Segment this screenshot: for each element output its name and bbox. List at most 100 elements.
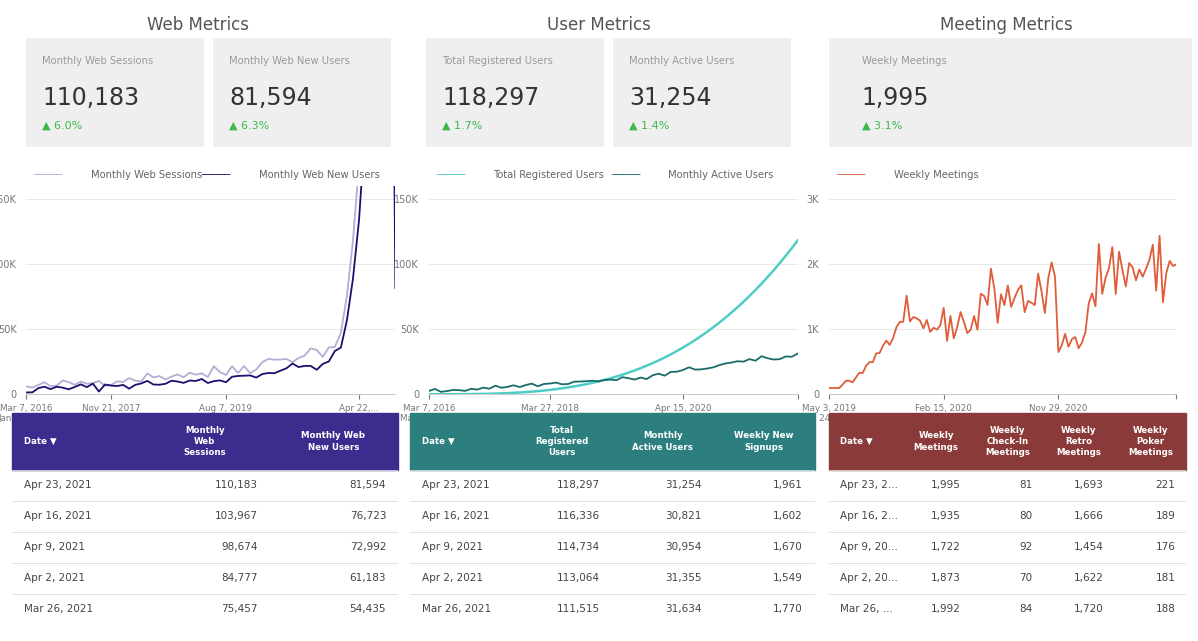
- Text: Monthly
Web
Sessions: Monthly Web Sessions: [183, 426, 226, 457]
- Text: 111,515: 111,515: [557, 604, 600, 615]
- Text: 76,723: 76,723: [350, 511, 386, 521]
- Text: Apr 23, 2...: Apr 23, 2...: [840, 480, 897, 490]
- Text: 30,954: 30,954: [665, 542, 701, 553]
- Text: 181: 181: [1155, 573, 1175, 583]
- Text: 61,183: 61,183: [350, 573, 386, 583]
- Text: Apr 2, 20...: Apr 2, 20...: [840, 573, 897, 583]
- Text: ▲ 6.3%: ▲ 6.3%: [229, 121, 270, 131]
- Text: ─────: ─────: [611, 170, 641, 180]
- Text: 1,693: 1,693: [1075, 480, 1103, 490]
- Text: Web Metrics: Web Metrics: [146, 16, 249, 34]
- Text: 1,622: 1,622: [1075, 573, 1103, 583]
- Text: 1,549: 1,549: [773, 573, 803, 583]
- Text: 113,064: 113,064: [557, 573, 600, 583]
- Text: Monthly Web
New Users: Monthly Web New Users: [302, 431, 365, 451]
- Text: Weekly
Poker
Meetings: Weekly Poker Meetings: [1127, 426, 1173, 457]
- Text: Weekly Meetings: Weekly Meetings: [894, 170, 979, 180]
- Text: 81,594: 81,594: [350, 480, 386, 490]
- Text: ─────: ─────: [201, 170, 231, 180]
- Text: 1,770: 1,770: [773, 604, 803, 615]
- Text: 1,995: 1,995: [861, 87, 930, 110]
- Text: 1,666: 1,666: [1075, 511, 1103, 521]
- Text: ▲ 1.7%: ▲ 1.7%: [442, 121, 483, 131]
- Text: Apr 16, 2...: Apr 16, 2...: [840, 511, 897, 521]
- Text: 72,992: 72,992: [350, 542, 386, 553]
- Text: Weekly
Check-In
Meetings: Weekly Check-In Meetings: [985, 426, 1030, 457]
- Text: 118,297: 118,297: [557, 480, 600, 490]
- Text: ▲ 3.1%: ▲ 3.1%: [861, 121, 902, 131]
- Text: 116,336: 116,336: [557, 511, 600, 521]
- Text: ▲ 1.4%: ▲ 1.4%: [629, 121, 670, 131]
- Bar: [829, 413, 1186, 469]
- Text: 1,995: 1,995: [931, 480, 961, 490]
- Text: 1,992: 1,992: [931, 604, 961, 615]
- Text: Date ▼: Date ▼: [422, 437, 454, 446]
- Text: Mar 26, 2021: Mar 26, 2021: [24, 604, 92, 615]
- Text: Apr 16, 2021: Apr 16, 2021: [422, 511, 490, 521]
- Text: Apr 23, 2021: Apr 23, 2021: [422, 480, 490, 490]
- Text: ─────: ─────: [436, 170, 466, 180]
- Text: Total Registered Users: Total Registered Users: [494, 170, 605, 180]
- Text: ▲ 6.0%: ▲ 6.0%: [42, 121, 83, 131]
- Text: Weekly New
Signups: Weekly New Signups: [734, 431, 794, 451]
- Text: 54,435: 54,435: [350, 604, 386, 615]
- Text: Apr 9, 20...: Apr 9, 20...: [840, 542, 897, 553]
- Bar: [12, 413, 398, 469]
- Text: Apr 23, 2021: Apr 23, 2021: [24, 480, 91, 490]
- Text: Apr 9, 2021: Apr 9, 2021: [422, 542, 483, 553]
- Text: 1,873: 1,873: [931, 573, 961, 583]
- Text: 31,254: 31,254: [629, 87, 712, 110]
- Text: Apr 2, 2021: Apr 2, 2021: [422, 573, 483, 583]
- Text: Monthly Web Sessions: Monthly Web Sessions: [91, 170, 202, 180]
- Text: 98,674: 98,674: [222, 542, 258, 553]
- Text: Monthly Web Sessions: Monthly Web Sessions: [42, 56, 153, 66]
- Text: ─────: ─────: [34, 170, 63, 180]
- Text: 31,355: 31,355: [665, 573, 701, 583]
- Text: 1,602: 1,602: [773, 511, 803, 521]
- Text: 1,454: 1,454: [1075, 542, 1103, 553]
- Text: Monthly Web New Users: Monthly Web New Users: [259, 170, 380, 180]
- Text: Mar 26, 2021: Mar 26, 2021: [422, 604, 491, 615]
- Text: 75,457: 75,457: [222, 604, 258, 615]
- Text: 81,594: 81,594: [229, 87, 311, 110]
- Text: Monthly Active Users: Monthly Active Users: [629, 56, 734, 66]
- Text: 31,254: 31,254: [665, 480, 701, 490]
- Text: Meeting Metrics: Meeting Metrics: [940, 16, 1072, 34]
- Text: 1,670: 1,670: [773, 542, 803, 553]
- Text: User Metrics: User Metrics: [547, 16, 651, 34]
- Text: Apr 9, 2021: Apr 9, 2021: [24, 542, 85, 553]
- Text: Weekly Meetings: Weekly Meetings: [861, 56, 946, 66]
- Text: 1,722: 1,722: [931, 542, 961, 553]
- Text: 30,821: 30,821: [665, 511, 701, 521]
- Text: Total Registered Users: Total Registered Users: [442, 56, 553, 66]
- Text: 176: 176: [1155, 542, 1175, 553]
- Text: 118,297: 118,297: [442, 87, 539, 110]
- Text: 110,183: 110,183: [42, 87, 139, 110]
- Text: Total
Registered
Users: Total Registered Users: [536, 426, 588, 457]
- Text: Monthly Web New Users: Monthly Web New Users: [229, 56, 350, 66]
- Text: 81: 81: [1019, 480, 1033, 490]
- Text: 221: 221: [1155, 480, 1175, 490]
- Text: Apr 2, 2021: Apr 2, 2021: [24, 573, 85, 583]
- Text: 110,183: 110,183: [214, 480, 258, 490]
- Text: 1,961: 1,961: [773, 480, 803, 490]
- Text: 70: 70: [1019, 573, 1033, 583]
- Text: 92: 92: [1019, 542, 1033, 553]
- Bar: [410, 413, 815, 469]
- Text: 80: 80: [1019, 511, 1033, 521]
- Text: 84: 84: [1019, 604, 1033, 615]
- Text: Mar 26, ...: Mar 26, ...: [840, 604, 893, 615]
- Text: 103,967: 103,967: [214, 511, 258, 521]
- Text: Apr 16, 2021: Apr 16, 2021: [24, 511, 91, 521]
- Text: 31,634: 31,634: [665, 604, 701, 615]
- Text: Monthly Active Users: Monthly Active Users: [668, 170, 774, 180]
- Text: 84,777: 84,777: [222, 573, 258, 583]
- Text: Date ▼: Date ▼: [24, 437, 56, 446]
- Text: 1,935: 1,935: [931, 511, 961, 521]
- Text: Monthly
Active Users: Monthly Active Users: [633, 431, 694, 451]
- Text: Date ▼: Date ▼: [840, 437, 872, 446]
- Text: 189: 189: [1155, 511, 1175, 521]
- Text: 188: 188: [1155, 604, 1175, 615]
- Text: ─────: ─────: [836, 170, 866, 180]
- Text: 1,720: 1,720: [1075, 604, 1103, 615]
